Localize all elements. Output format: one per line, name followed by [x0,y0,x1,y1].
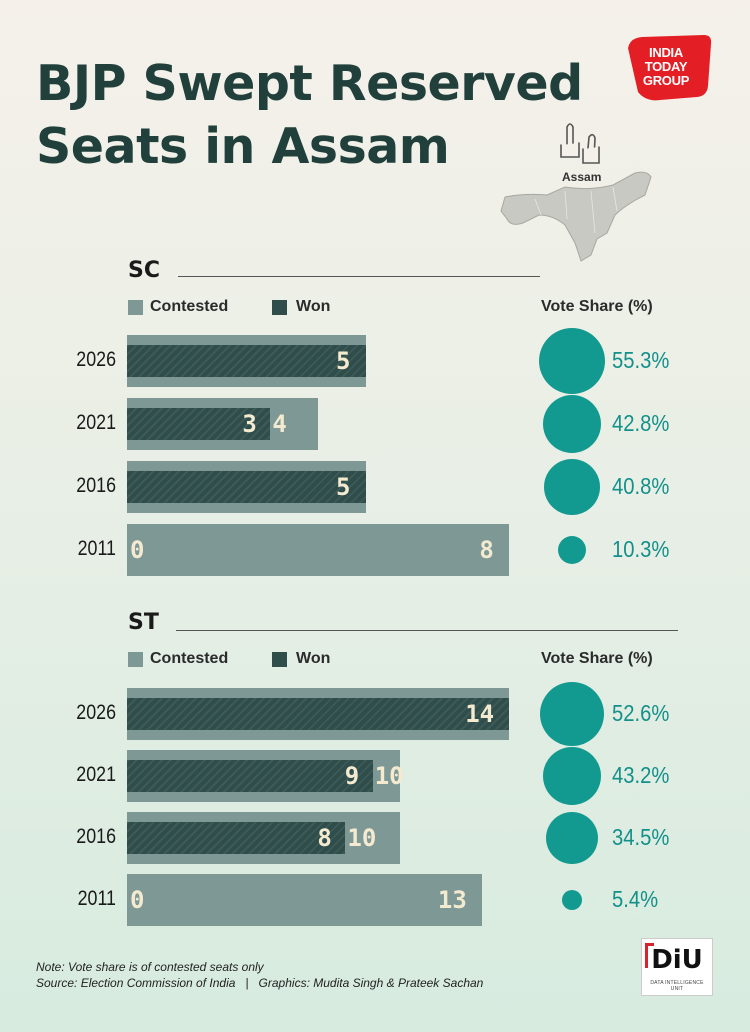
legend-swatch-won [272,300,287,315]
vote-share-bubble-st-2016 [545,811,599,865]
value-won-sc-2021: 3 [242,410,257,438]
value-contested-sc-2011: 8 [479,536,494,564]
section-rule-sc [178,276,540,277]
bar-won-st-2021 [127,760,373,792]
note-text: Note: Vote share is of contested seats o… [36,960,264,974]
bar-won-st-2016 [127,822,346,854]
year-label: 2026 [76,348,116,371]
page-title: BJP Swept Reserved Seats in Assam [36,55,583,175]
vote-share-bubble-st-2026 [539,681,605,747]
legend-swatch-won [272,652,287,667]
value-contested-st-2016: 10 [347,824,377,852]
vote-share-bubble-st-2011 [561,889,583,911]
bar-contested-sc-2011 [127,524,510,576]
vote-share-bubble-sc-2021 [542,394,602,454]
year-label: 2021 [76,411,116,434]
vote-share-header: Vote Share (%) [541,298,653,315]
diu-logo: DiU DATA INTELLIGENCE UNIT [641,938,713,996]
diu-logo-text: DiU [651,945,703,975]
vote-share-label-sc-2011: 10.3% [612,536,670,562]
legend-swatch-contested [128,652,143,667]
legend-swatch-contested [128,300,143,315]
vote-share-label-sc-2021: 42.8% [612,410,670,436]
source-text: Source: Election Commission of India | G… [36,976,484,990]
map-label: Assam [562,170,602,184]
value-won-sc-2026: 5 [336,347,351,375]
vote-share-label-st-2021: 43.2% [612,762,670,788]
vote-share-bubble-sc-2026 [539,328,605,394]
bar-won-st-2026 [127,698,510,730]
vote-share-bubble-sc-2011 [557,535,587,565]
section-title-st: ST [128,610,159,635]
value-won-st-2011: 0 [130,886,145,914]
value-contested-st-2011: 13 [437,886,467,914]
india-today-group-logo: INDIA TODAY GROUP [620,34,712,104]
year-label: 2021 [76,763,116,786]
bar-won-sc-2026 [127,345,366,377]
vote-share-label-st-2026: 52.6% [612,700,670,726]
value-contested-st-2021: 10 [374,762,404,790]
logo-text-line1: INDIA [649,45,683,60]
year-label: 2016 [76,825,116,848]
value-contested-sc-2021: 4 [272,410,287,438]
value-won-st-2026: 14 [465,700,495,728]
legend-contested: Contested [150,650,229,667]
legend-contested: Contested [150,298,229,315]
value-won-sc-2016: 5 [336,473,351,501]
logo-text-line2: TODAY [644,59,688,74]
legend-won: Won [296,298,331,315]
section-title-sc: SC [128,258,160,283]
year-label: 2011 [77,537,116,560]
year-label: 2016 [76,474,116,497]
vote-share-header: Vote Share (%) [541,650,653,667]
logo-text-line3: GROUP [642,73,690,88]
value-won-st-2016: 8 [317,824,332,852]
value-won-st-2021: 9 [344,762,360,790]
diu-logo-subtext: DATA INTELLIGENCE UNIT [650,980,704,992]
assam-map-icon [500,123,652,262]
value-won-sc-2011: 0 [130,536,145,564]
diu-bracket-icon [645,943,654,968]
vote-share-label-sc-2026: 55.3% [612,347,670,373]
vote-share-bubble-sc-2016 [543,458,601,516]
vote-share-bubble-st-2021 [542,746,602,806]
section-rule-st [176,630,678,631]
vote-share-label-st-2016: 34.5% [612,824,670,850]
legend-won: Won [296,650,331,667]
year-label: 2011 [77,887,116,910]
vote-share-label-sc-2016: 40.8% [612,473,670,499]
bar-contested-st-2011 [127,874,482,926]
bar-won-sc-2021 [127,408,271,440]
vote-share-label-st-2011: 5.4% [612,886,659,912]
year-label: 2026 [76,701,116,724]
bar-won-sc-2016 [127,471,366,503]
